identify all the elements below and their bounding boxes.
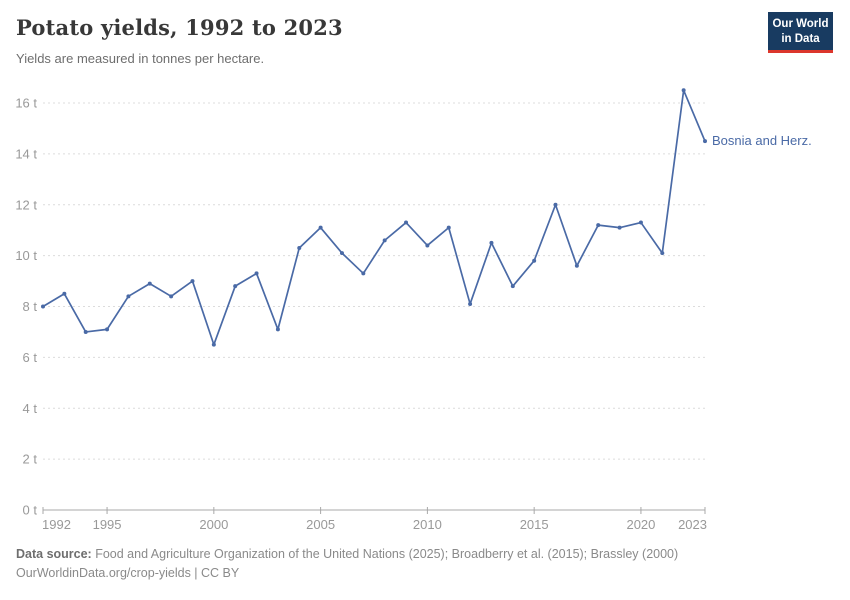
data-point[interactable] bbox=[105, 327, 110, 332]
data-point[interactable] bbox=[83, 329, 88, 334]
page-subtitle: Yields are measured in tonnes per hectar… bbox=[16, 51, 265, 66]
chart-svg: 0 t 2 t 4 t 6 t 8 t 10 t 12 t 14 t 16 t 1992 1995 2… bbox=[15, 88, 812, 532]
y-axis-tick-label: 10 t bbox=[15, 248, 37, 263]
data-point[interactable] bbox=[446, 225, 451, 230]
owid-logo-line2: in Data bbox=[781, 32, 820, 45]
data-point[interactable] bbox=[404, 220, 409, 225]
x-axis-tick-label: 2005 bbox=[306, 517, 335, 532]
data-point[interactable] bbox=[574, 263, 579, 268]
data-point[interactable] bbox=[169, 294, 174, 299]
data-point[interactable] bbox=[126, 294, 131, 299]
y-axis-tick-label: 14 t bbox=[15, 146, 37, 161]
y-axis-tick-label: 2 t bbox=[23, 452, 38, 467]
data-point[interactable] bbox=[361, 271, 366, 276]
data-point[interactable] bbox=[147, 281, 152, 286]
chart-plot-area[interactable] bbox=[43, 103, 705, 510]
y-axis-tick-label: 16 t bbox=[15, 96, 37, 111]
data-point[interactable] bbox=[510, 284, 515, 289]
y-axis-tick-label: 8 t bbox=[23, 299, 38, 314]
data-point[interactable] bbox=[532, 258, 537, 263]
data-point[interactable] bbox=[425, 243, 430, 248]
data-point[interactable] bbox=[211, 342, 216, 347]
y-axis-tick-label: 4 t bbox=[23, 401, 38, 416]
data-point[interactable] bbox=[297, 245, 302, 250]
series-entity-label[interactable]: Bosnia and Herz. bbox=[712, 133, 812, 148]
y-axis-tick-label: 12 t bbox=[15, 197, 37, 212]
data-point[interactable] bbox=[41, 304, 45, 309]
x-axis-tick-label: 1995 bbox=[93, 517, 122, 532]
data-point[interactable] bbox=[190, 279, 195, 284]
data-point[interactable] bbox=[318, 225, 323, 230]
data-point[interactable] bbox=[62, 291, 67, 296]
x-axis-tick-label: 2020 bbox=[626, 517, 655, 532]
x-axis-tick-label: 2015 bbox=[520, 517, 549, 532]
data-point[interactable] bbox=[596, 223, 601, 228]
data-point[interactable] bbox=[468, 301, 473, 306]
series-line bbox=[42, 89, 706, 346]
data-source-text: Food and Agriculture Organization of the… bbox=[91, 547, 679, 561]
data-point[interactable] bbox=[254, 271, 259, 276]
data-point[interactable] bbox=[681, 88, 686, 93]
data-point[interactable] bbox=[638, 220, 643, 225]
data-point[interactable] bbox=[617, 225, 622, 230]
x-axis-tick-label: 2023 bbox=[678, 517, 707, 532]
chart-footer: Data source: Food and Agriculture Organi… bbox=[16, 545, 678, 584]
data-point[interactable] bbox=[489, 240, 494, 245]
page-title: Potato yields, 1992 to 2023 bbox=[16, 15, 343, 40]
data-point[interactable] bbox=[553, 202, 558, 207]
data-point[interactable] bbox=[275, 327, 280, 332]
data-source-line: Data source: Food and Agriculture Organi… bbox=[16, 545, 678, 564]
x-axis-tick-label: 1992 bbox=[42, 517, 71, 532]
data-point[interactable] bbox=[382, 238, 387, 243]
owid-logo-line1: Our World bbox=[772, 18, 829, 30]
license-line[interactable]: OurWorldinData.org/crop-yields | CC BY bbox=[16, 566, 240, 581]
y-axis-tick-label: 6 t bbox=[23, 350, 38, 365]
data-point[interactable] bbox=[703, 139, 707, 144]
data-point[interactable] bbox=[660, 251, 665, 256]
x-axis-tick-label: 2000 bbox=[199, 517, 228, 532]
y-axis-tick-label: 0 t bbox=[23, 503, 38, 518]
data-point[interactable] bbox=[233, 284, 238, 289]
owid-logo[interactable]: Our World in Data bbox=[768, 12, 833, 53]
x-axis-tick-label: 2010 bbox=[413, 517, 442, 532]
data-point[interactable] bbox=[339, 251, 344, 256]
data-source-label: Data source: bbox=[16, 547, 92, 561]
